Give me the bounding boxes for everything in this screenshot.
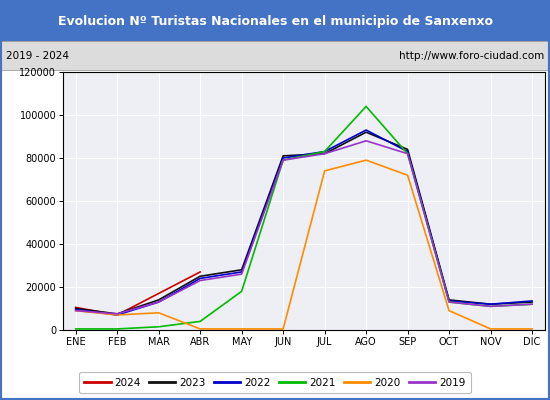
Text: 2019 - 2024: 2019 - 2024: [6, 51, 69, 61]
Text: http://www.foro-ciudad.com: http://www.foro-ciudad.com: [399, 51, 544, 61]
Legend: 2024, 2023, 2022, 2021, 2020, 2019: 2024, 2023, 2022, 2021, 2020, 2019: [79, 372, 471, 393]
Text: Evolucion Nº Turistas Nacionales en el municipio de Sanxenxo: Evolucion Nº Turistas Nacionales en el m…: [58, 14, 492, 28]
